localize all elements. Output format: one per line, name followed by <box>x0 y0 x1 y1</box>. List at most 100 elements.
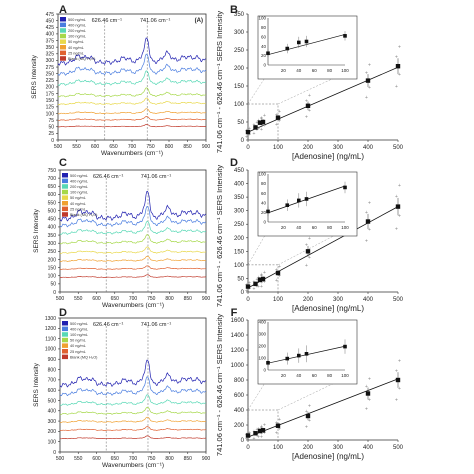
y-tick-label: 300 <box>46 58 55 64</box>
legend-swatch <box>60 45 66 50</box>
x-tick-label: 900 <box>202 296 211 302</box>
y-tick-label: 750 <box>48 168 57 174</box>
inset-data-point <box>297 40 301 45</box>
x-tick-label: 900 <box>202 144 211 150</box>
replicate-marker: + <box>275 278 278 284</box>
data-point <box>257 428 263 434</box>
inset-data-point <box>343 344 347 349</box>
legend-swatch <box>62 195 68 200</box>
legend-entry: 400 ng/mL <box>70 327 88 331</box>
replicate-marker: + <box>308 236 311 242</box>
y-tick-label: 450 <box>46 18 55 24</box>
replicate-marker: + <box>395 84 398 90</box>
x-tick-label: 300 <box>333 445 344 451</box>
legend-swatch <box>62 332 68 337</box>
x-tick-label: 300 <box>333 145 344 151</box>
replicate-marker: + <box>275 431 278 437</box>
y-axis-label: 741.06 cm⁻¹ - 626.46 cm⁻¹ SERS Intensity <box>215 165 224 307</box>
y-tick-label: 150 <box>234 249 245 255</box>
data-point <box>395 64 401 69</box>
data-point <box>245 433 251 438</box>
spectrum-line-7 <box>57 37 207 66</box>
y-tick-label: 0 <box>241 290 245 296</box>
replicate-marker: + <box>260 434 263 440</box>
zoom-connector <box>277 72 346 105</box>
spectrum-line-4 <box>57 87 206 98</box>
y-tick-label: 200 <box>234 66 245 72</box>
y-tick-label: 800 <box>234 378 245 384</box>
y-tick-label: 200 <box>48 257 57 263</box>
y-tick-label: 1400 <box>231 333 245 339</box>
legend-entry: 25 ng/mL <box>70 207 86 211</box>
y-tick-label: 350 <box>48 233 57 239</box>
fit-line <box>247 66 399 133</box>
data-point <box>305 413 311 419</box>
replicate-marker: + <box>256 284 259 290</box>
replicate-marker: + <box>263 113 266 119</box>
data-point <box>365 219 371 224</box>
replicate-marker: + <box>248 286 251 292</box>
inset-y-tick-label: 60 <box>261 191 267 196</box>
legend-entry: 500 ng/mL <box>70 322 88 326</box>
spectrum-line-4 <box>59 394 206 406</box>
data-point <box>365 391 371 396</box>
y-tick-label: 75 <box>48 118 54 124</box>
replicate-marker: + <box>278 274 281 280</box>
replicate-marker: + <box>395 398 398 404</box>
x-tick-label: 750 <box>146 144 155 150</box>
y-tick-label: 50 <box>237 276 244 282</box>
replicate-marker: + <box>260 274 263 280</box>
replicate-marker: + <box>260 127 263 133</box>
y-tick-label: 1000 <box>231 363 245 369</box>
x-tick-label: 100 <box>273 145 284 151</box>
replicate-marker: + <box>263 123 266 129</box>
y-tick-label: 0 <box>53 290 56 296</box>
zoom-connector <box>277 377 346 411</box>
y-tick-label: 475 <box>46 12 55 18</box>
legend-swatch <box>62 354 68 360</box>
x-tick-label: 500 <box>393 445 404 451</box>
inset-x-tick-label: 100 <box>341 373 349 378</box>
legend-entry: 50 ng/mL <box>70 196 86 200</box>
y-tick-label: 100 <box>234 263 245 269</box>
fit-line <box>247 378 399 438</box>
inset-data-point <box>285 46 290 51</box>
inset-y-tick-label: 20 <box>261 210 267 215</box>
replicate-marker: + <box>260 123 263 129</box>
legend-swatch <box>62 206 68 212</box>
y-tick-label: 800 <box>48 367 57 373</box>
y-tick-label: 300 <box>234 30 245 36</box>
replicate-marker: + <box>260 116 263 122</box>
spectra-panel-e: 0 100 200 300 400 500 600 700 800 900 1000 1100 1200… <box>33 316 210 469</box>
y-tick-label: 200 <box>48 429 57 435</box>
inset-y-tick-label: 20 <box>261 53 267 58</box>
x-tick-label: 750 <box>147 296 156 302</box>
x-tick-label: 100 <box>273 297 284 303</box>
replicate-marker: + <box>368 85 371 91</box>
legend-swatch <box>62 349 68 354</box>
y-tick-label: 150 <box>48 265 57 271</box>
replicate-marker: + <box>368 377 371 383</box>
replicate-marker: + <box>305 243 308 249</box>
replicate-marker: + <box>308 108 311 114</box>
replicate-marker: + <box>395 226 398 232</box>
inset-data-point <box>304 197 309 201</box>
data-point <box>395 204 401 209</box>
panel-label: B <box>230 4 238 16</box>
y-tick-label: 400 <box>48 225 57 231</box>
y-tick-label: 0 <box>53 450 56 456</box>
zoom-region <box>247 264 279 293</box>
inset-y-tick-label: 0 <box>263 220 266 225</box>
spectrum-line-2 <box>59 416 206 423</box>
x-tick-label: 550 <box>74 296 83 302</box>
inset-x-tick-label: 20 <box>281 68 287 73</box>
y-tick-label: 400 <box>234 182 245 188</box>
x-tick-label: 700 <box>129 456 138 462</box>
replicate-marker: + <box>368 201 371 207</box>
replicate-marker: + <box>260 284 263 290</box>
inset-data-point <box>266 51 270 56</box>
replicate-marker: + <box>245 289 248 295</box>
legend-swatch <box>62 201 68 206</box>
